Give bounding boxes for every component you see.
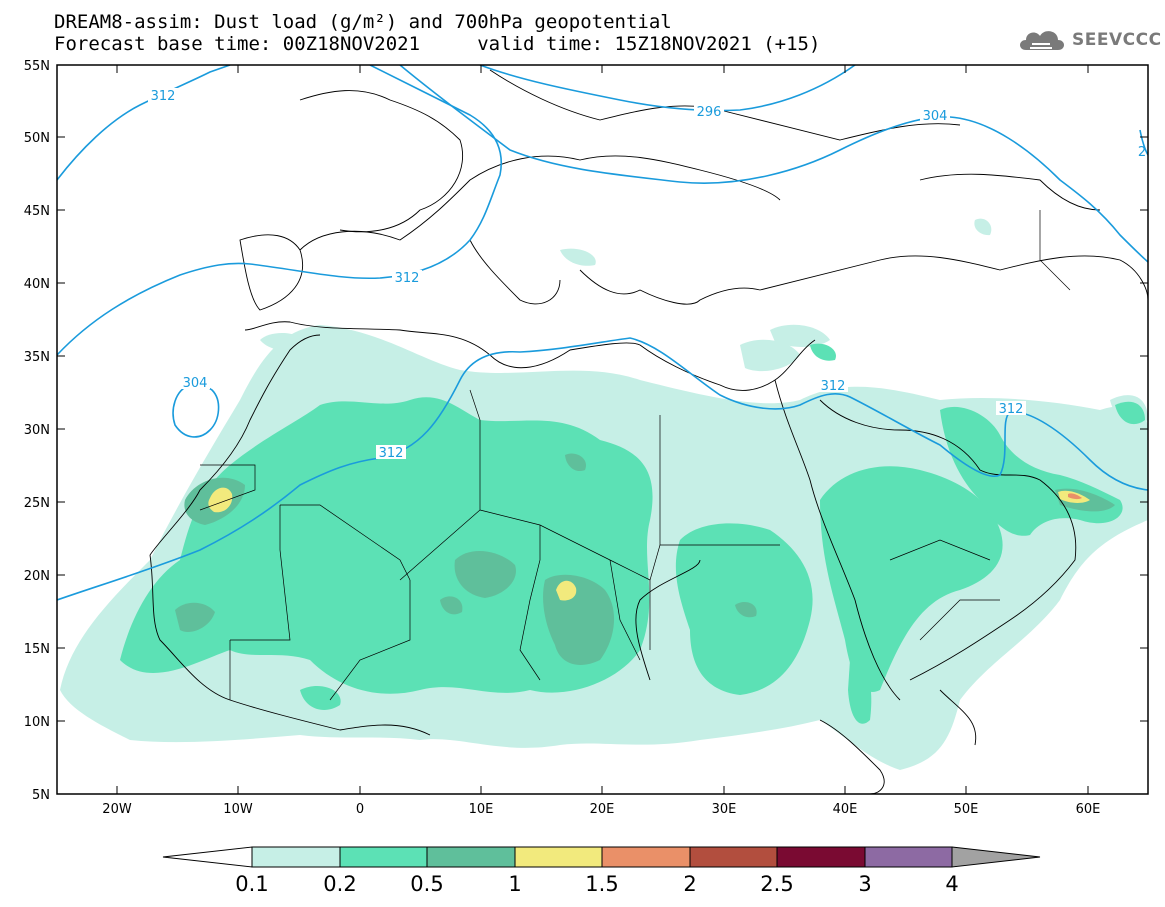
country-borders <box>199 210 1071 701</box>
colorbar-label: 0.2 <box>323 872 356 896</box>
colorbar-swatch <box>252 847 340 867</box>
lon-label: 0 <box>356 802 364 817</box>
colorbar-low-arrow <box>162 846 253 868</box>
contour-label-312-nw: 312 <box>151 89 176 104</box>
colorbar-swatch <box>777 847 865 867</box>
contour-label-304-east: 304 <box>923 109 948 124</box>
colorbar-high-arrow <box>952 847 1040 867</box>
colorbar-label: 1 <box>508 872 521 896</box>
contour-label-312-levant: 312 <box>821 379 846 394</box>
coastlines <box>149 69 1148 794</box>
contour-label-296: 296 <box>697 105 722 120</box>
colorbar-label: 0.5 <box>410 872 443 896</box>
lat-label: 5N <box>32 788 50 803</box>
contour-label-312-gulf: 312 <box>999 402 1024 417</box>
colorbar-label: 3 <box>858 872 871 896</box>
lat-label: 55N <box>24 59 50 74</box>
lat-labels: 5N 10N 15N 20N 25N 30N 35N 40N 45N 50N 5… <box>24 59 50 803</box>
lat-label: 40N <box>24 277 50 292</box>
lat-label: 15N <box>24 642 50 657</box>
contour-label-312-sahara: 312 <box>379 446 404 461</box>
lon-label: 20E <box>590 802 615 817</box>
colorbar-swatch <box>865 847 952 867</box>
contour-label-edge: 2 <box>1138 145 1146 160</box>
forecast-times: Forecast base time: 00Z18NOV2021 valid t… <box>54 33 821 55</box>
lon-label: 30E <box>712 802 737 817</box>
logo-text: SEEVCCC <box>1072 30 1162 50</box>
lat-label: 35N <box>24 350 50 365</box>
seevccc-logo: SEEVCCC <box>1016 24 1162 56</box>
lat-label: 25N <box>24 496 50 511</box>
lat-label: 20N <box>24 569 50 584</box>
lat-label: 50N <box>24 131 50 146</box>
map-title: DREAM8-assim: Dust load (g/m²) and 700hP… <box>54 11 672 33</box>
lon-label: 50E <box>954 802 979 817</box>
lat-label: 45N <box>24 204 50 219</box>
lon-label: 10W <box>223 802 253 817</box>
lon-label: 10E <box>469 802 494 817</box>
lat-label: 30N <box>24 423 50 438</box>
colorbar-swatch <box>340 847 427 867</box>
colorbar-label: 0.1 <box>235 872 268 896</box>
contour-label-312-mid: 312 <box>395 271 420 286</box>
contour-labels: 312 296 304 312 304 312 312 312 2 <box>148 88 1146 461</box>
lon-ticks <box>116 65 1089 794</box>
colorbar-swatch <box>515 847 602 867</box>
cloud-icon <box>1020 31 1064 50</box>
colorbar-label: 2 <box>683 872 696 896</box>
lon-labels: 20W 10W 0 10E 20E 30E 40E 50E 60E <box>102 802 1100 817</box>
colorbar-label: 2.5 <box>760 872 793 896</box>
colorbar-swatch <box>427 847 515 867</box>
contour-label-304-west: 304 <box>183 376 208 391</box>
lat-ticks <box>57 64 1148 795</box>
colorbar-label: 1.5 <box>585 872 618 896</box>
colorbar: 0.1 0.2 0.5 1 1.5 2 2.5 3 4 <box>162 846 1041 896</box>
lat-label: 10N <box>24 715 50 730</box>
lon-label: 20W <box>102 802 132 817</box>
dust-field <box>60 218 1148 770</box>
lon-label: 40E <box>833 802 858 817</box>
lon-label: 60E <box>1076 802 1101 817</box>
colorbar-label: 4 <box>945 872 958 896</box>
colorbar-swatch <box>690 847 777 867</box>
colorbar-swatch <box>602 847 690 867</box>
